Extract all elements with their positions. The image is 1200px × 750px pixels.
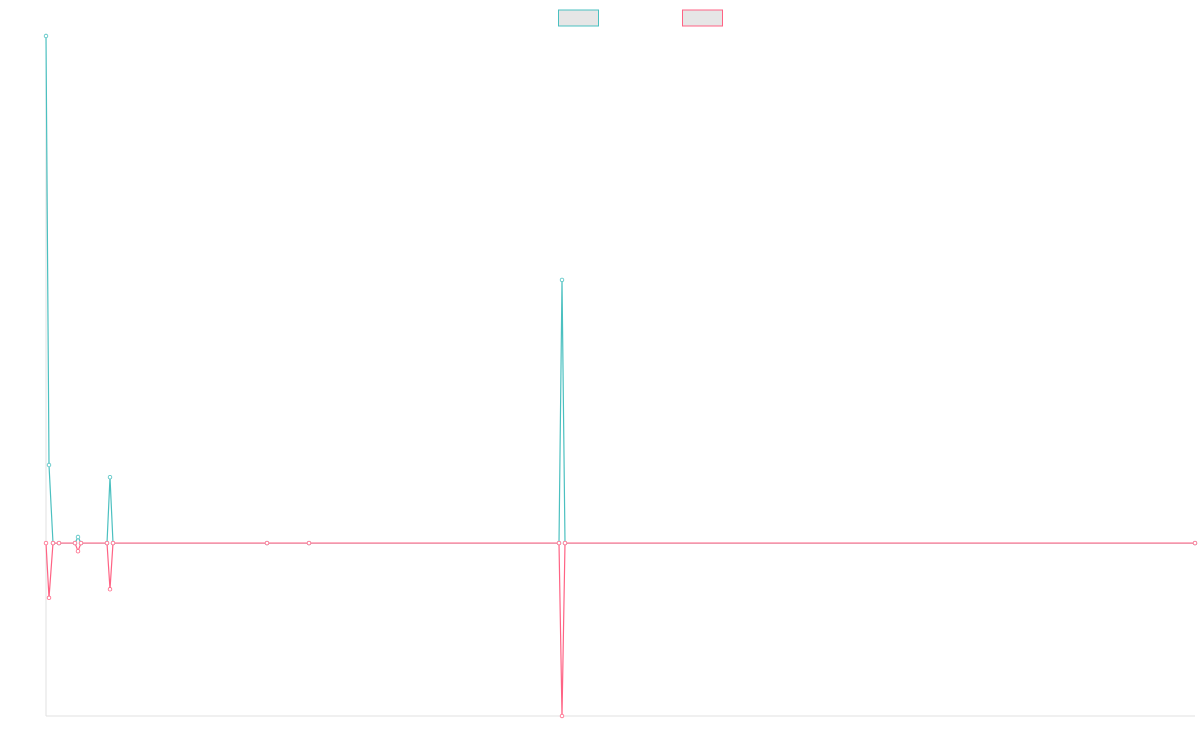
data-point [78, 540, 84, 546]
data-point [107, 587, 113, 592]
data-point [56, 540, 62, 546]
data-point [104, 540, 110, 546]
data-point [306, 540, 312, 546]
data-point [556, 540, 562, 546]
data-point [43, 540, 49, 546]
series-line [45, 35, 1195, 544]
data-point [110, 540, 116, 546]
data-point [1192, 540, 1198, 546]
data-point [43, 33, 49, 39]
data-point [559, 277, 565, 283]
data-point [264, 540, 270, 546]
data-point [50, 540, 56, 546]
data-point [72, 540, 78, 546]
series-line [45, 542, 1195, 717]
data-point [46, 595, 52, 601]
data-point [107, 474, 113, 480]
data-point [75, 548, 81, 554]
data-point [46, 462, 52, 468]
data-point [75, 534, 81, 540]
data-point [562, 540, 568, 546]
legend-swatch [558, 9, 599, 27]
legend-swatch [682, 9, 723, 27]
data-point [559, 713, 565, 719]
